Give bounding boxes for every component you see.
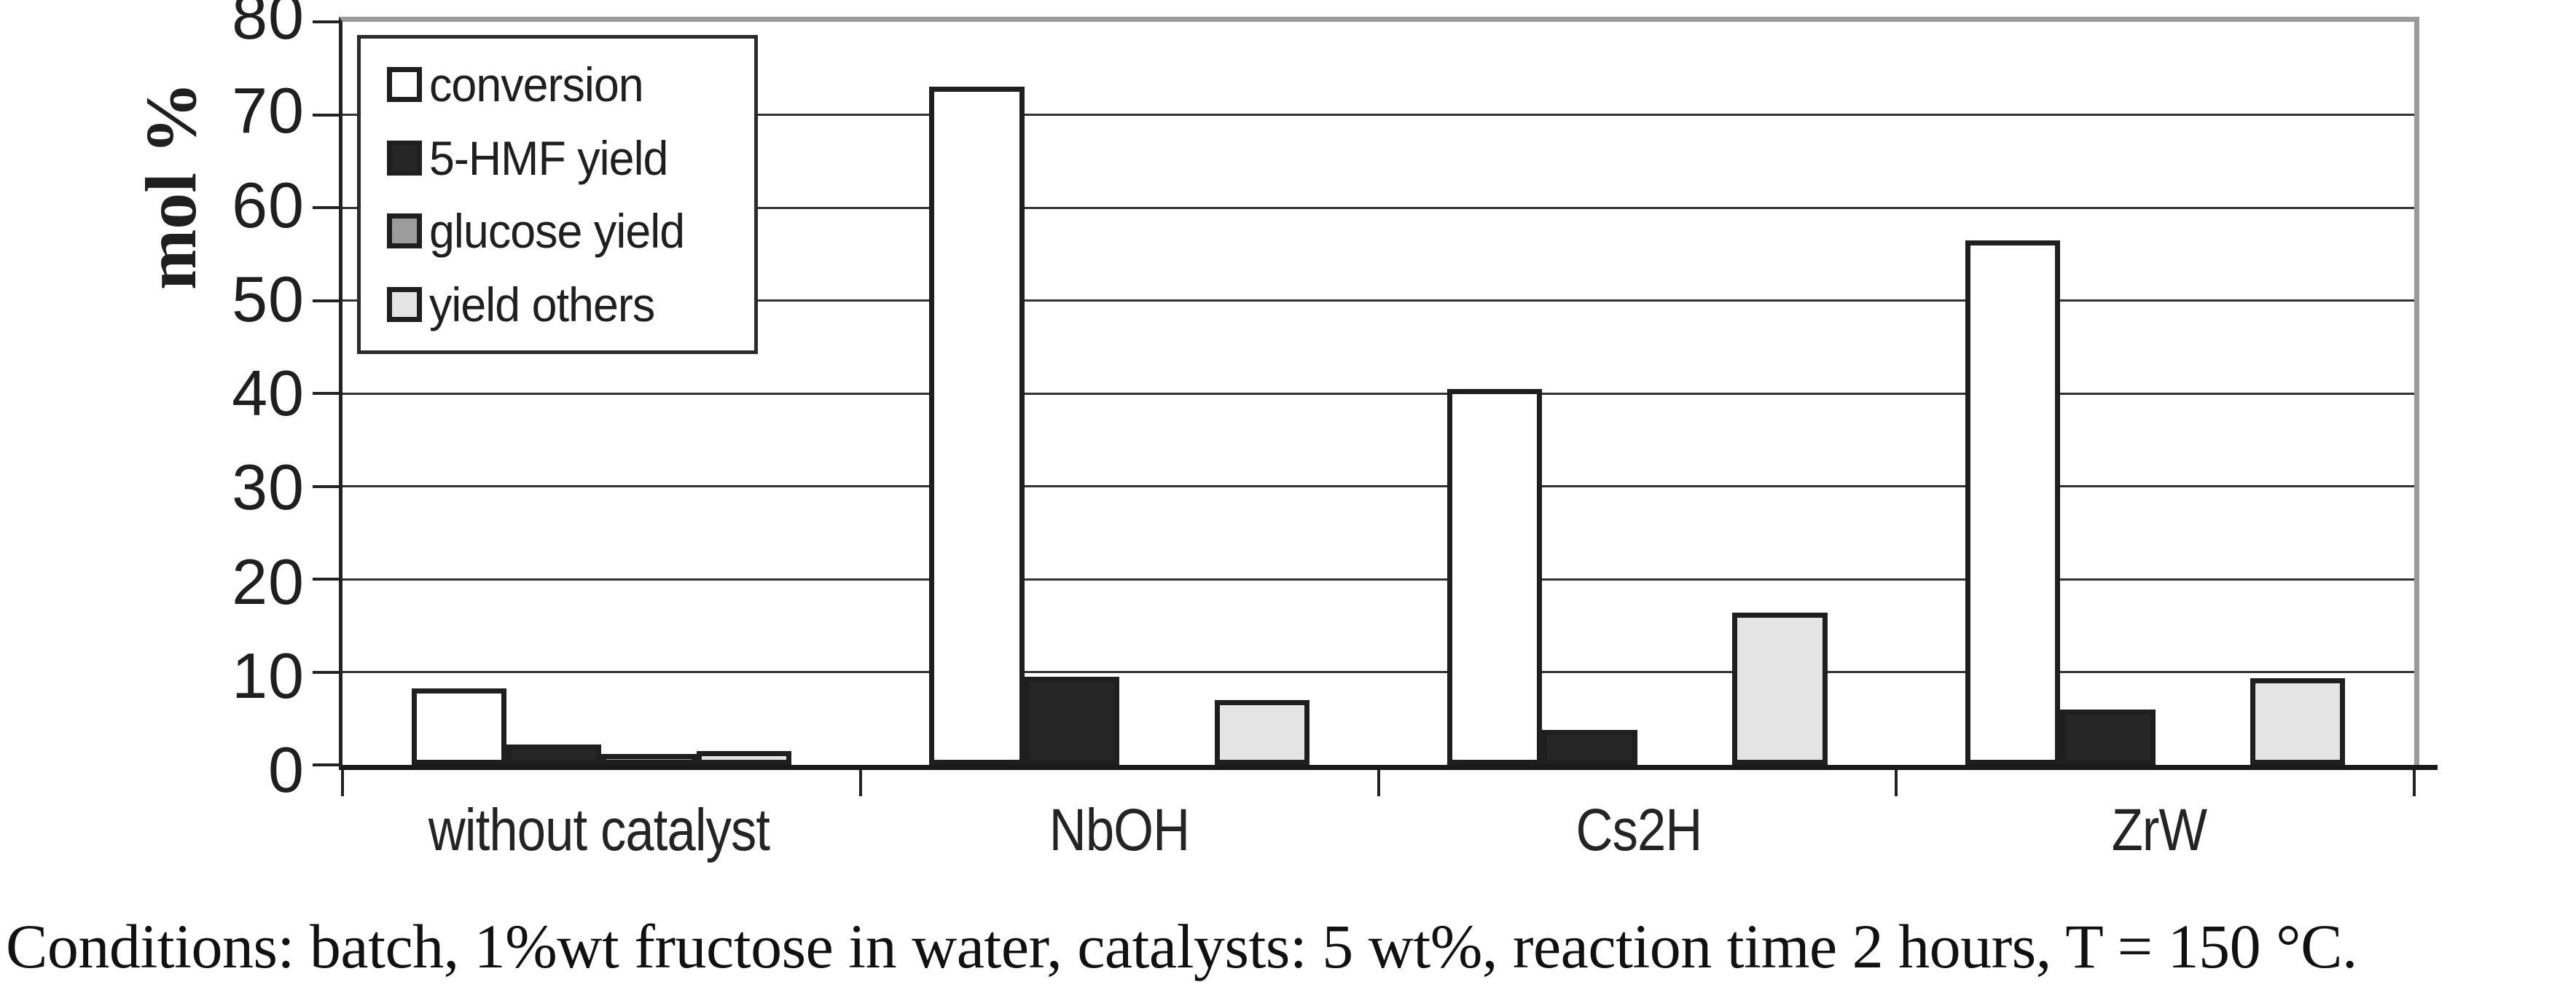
- bar-yield-others-zrw: [2250, 678, 2346, 765]
- gridline-30: [342, 485, 2414, 487]
- gridline-40: [342, 392, 2414, 395]
- x-tick-mark-3: [1895, 770, 1898, 796]
- plot-inner: [313, 20, 2438, 796]
- x-category-label-without-catalyst: without catalyst: [428, 797, 770, 863]
- y-tick-label-70: 70: [232, 74, 305, 147]
- bar-5-hmf-yield-zrw: [2060, 709, 2156, 765]
- gridline-60: [342, 206, 2414, 209]
- bar-conversion-nboh: [929, 87, 1025, 765]
- x-tick-mark-4: [2413, 770, 2416, 796]
- y-tick-mark-10: [313, 670, 339, 674]
- y-tick-label-10: 10: [232, 639, 305, 712]
- bar-conversion-cs2h: [1447, 388, 1543, 765]
- bar-5-hmf-yield-cs2h: [1542, 729, 1637, 765]
- legend-label-yield-others: yield others: [429, 277, 655, 331]
- legend-swatch-glucose-yield: [387, 213, 422, 249]
- bar-yield-others-nboh: [1214, 699, 1309, 765]
- y-tick-mark-50: [313, 299, 339, 302]
- y-tick-mark-0: [313, 763, 339, 766]
- y-tick-mark-20: [313, 578, 339, 581]
- y-tick-mark-40: [313, 392, 339, 395]
- x-tick-mark-0: [341, 770, 344, 796]
- legend-swatch-yield-others: [387, 286, 422, 322]
- y-tick-label-60: 60: [232, 168, 305, 241]
- legend-label-conversion: conversion: [429, 58, 644, 111]
- y-tick-label-50: 50: [232, 262, 305, 335]
- legend-item-yield-others: yield others: [387, 277, 754, 331]
- gridline-50: [342, 299, 2414, 302]
- legend-swatch-5-hmf-yield: [387, 140, 422, 176]
- y-tick-mark-30: [313, 484, 339, 488]
- y-tick-label-30: 30: [232, 451, 305, 524]
- x-tick-mark-1: [858, 770, 862, 796]
- gridline-70: [342, 114, 2414, 116]
- y-axis-tick-labels: 0 10 20 30 40 50 60 70 80: [0, 0, 324, 803]
- bar-glucose-yield-without-catalyst: [601, 753, 697, 765]
- plot-area: [313, 17, 2438, 796]
- bar-5-hmf-yield-without-catalyst: [506, 744, 602, 765]
- x-category-label-nboh: NbOH: [1049, 797, 1189, 863]
- y-tick-label-0: 0: [268, 734, 305, 806]
- x-tick-mark-2: [1377, 770, 1380, 796]
- x-axis-category-labels: without catalyst NbOH Cs2H ZrW: [339, 790, 2419, 871]
- y-tick-label-80: 80: [232, 0, 305, 52]
- y-tick-mark-80: [313, 20, 339, 23]
- bar-conversion-zrw: [1965, 240, 2061, 765]
- legend-item-5-hmf-yield: 5-HMF yield: [387, 131, 754, 185]
- legend-label-glucose-yield: glucose yield: [429, 204, 685, 259]
- gridline-10: [342, 671, 2414, 673]
- y-tick-mark-60: [313, 206, 339, 209]
- legend-swatch-conversion: [387, 67, 422, 102]
- bar-yield-others-without-catalyst: [696, 750, 792, 765]
- bar-5-hmf-yield-nboh: [1024, 676, 1120, 765]
- y-tick-label-20: 20: [232, 545, 305, 618]
- legend-item-conversion: conversion: [387, 58, 754, 111]
- legend-item-glucose-yield: glucose yield: [387, 204, 754, 258]
- y-tick-label-40: 40: [232, 357, 305, 429]
- x-axis-line-extension: [2414, 765, 2438, 770]
- x-category-label-cs2h: Cs2H: [1575, 797, 1703, 863]
- legend-label-5-hmf-yield: 5-HMF yield: [429, 130, 668, 185]
- bar-yield-others-cs2h: [1732, 612, 1828, 765]
- y-tick-mark-70: [313, 113, 339, 117]
- caption: Conditions: batch, 1%wt fructose in wate…: [6, 911, 2357, 981]
- bar-conversion-without-catalyst: [411, 688, 506, 765]
- legend: conversion 5-HMF yield glucose yield yield …: [357, 35, 758, 354]
- gridline-20: [342, 578, 2414, 581]
- x-category-label-zrw: ZrW: [2111, 797, 2207, 863]
